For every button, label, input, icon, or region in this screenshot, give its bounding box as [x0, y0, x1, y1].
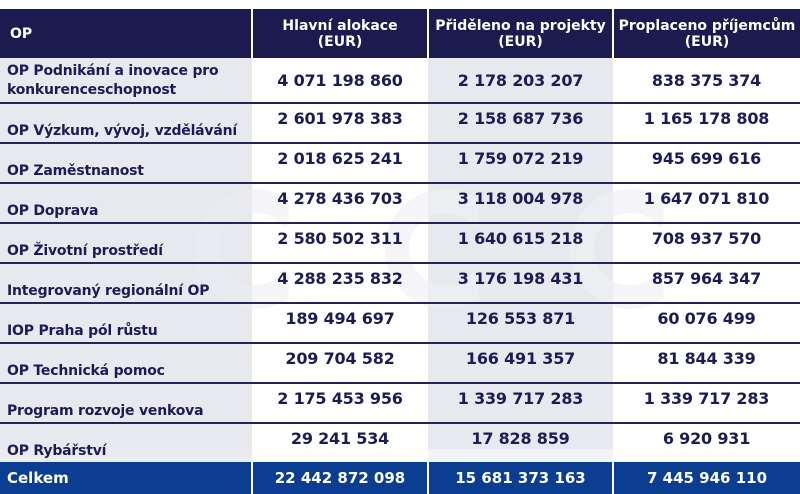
- total-proplaceno: 7 445 946 110: [612, 462, 800, 494]
- total-hlavni-alokace: 22 442 872 098: [251, 462, 428, 494]
- header-proplaceno: Proplaceno příjemcům (EUR): [612, 9, 800, 58]
- prideleno-value: 3 176 198 431: [428, 263, 613, 304]
- prideleno-value: 3 118 004 978: [428, 183, 613, 224]
- op-name: OP Zaměstnanost: [0, 143, 252, 184]
- proplaceno-value: 1 647 071 810: [613, 183, 800, 224]
- op-name: Program rozvoje venkova: [0, 383, 252, 424]
- table-row: OP Rybářství 29 241 534 17 828 859 6 920…: [0, 423, 800, 462]
- prideleno-value: 1 640 615 218: [428, 223, 613, 264]
- table-row: Integrovaný regionální OP 4 288 235 832 …: [0, 263, 800, 304]
- table-row: OP Doprava 4 278 436 703 3 118 004 978 1…: [0, 183, 800, 224]
- total-row: Celkem 22 442 872 098 15 681 373 163 7 4…: [0, 462, 800, 494]
- table-row: IOP Praha pól růstu 189 494 697 126 553 …: [0, 303, 800, 344]
- prideleno-value: 166 491 357: [428, 343, 613, 384]
- hlavni-alokace-value: 4 071 198 860: [252, 58, 428, 104]
- proplaceno-value: 1 165 178 808: [613, 103, 800, 144]
- op-name: OP Výzkum, vývoj, vzdělávání: [0, 103, 252, 144]
- table-row: OP Životní prostředí 2 580 502 311 1 640…: [0, 223, 800, 264]
- hlavni-alokace-value: 189 494 697: [252, 303, 428, 344]
- table-row: OP Výzkum, vývoj, vzdělávání 2 601 978 3…: [0, 103, 800, 144]
- hlavni-alokace-value: 209 704 582: [252, 343, 428, 384]
- proplaceno-value: 81 844 339: [613, 343, 800, 384]
- hlavni-alokace-value: 2 175 453 956: [252, 383, 428, 424]
- header-row: OP Hlavní alokace (EUR) Přiděleno na proj…: [0, 9, 800, 58]
- op-name: Integrovaný regionální OP: [0, 263, 252, 304]
- prideleno-value: 1 339 717 283: [428, 383, 613, 424]
- header-prideleno: Přiděleno na projekty (EUR): [427, 9, 613, 58]
- hlavni-alokace-value: 2 601 978 383: [252, 103, 428, 144]
- table-row: OP Technická pomoc 209 704 582 166 491 3…: [0, 343, 800, 384]
- proplaceno-value: 1 339 717 283: [613, 383, 800, 424]
- prideleno-value: 2 158 687 736: [428, 103, 613, 144]
- allocation-table-container: OP Hlavní alokace (EUR) Přiděleno na proj…: [0, 9, 800, 494]
- header-op: OP: [0, 9, 252, 58]
- prideleno-value: 17 828 859: [428, 423, 613, 462]
- prideleno-value: 126 553 871: [428, 303, 613, 344]
- proplaceno-value: 857 964 347: [613, 263, 800, 304]
- op-name: OP Rybářství: [0, 423, 252, 462]
- op-name: OP Doprava: [0, 183, 252, 224]
- proplaceno-value: 60 076 499: [613, 303, 800, 344]
- prideleno-value: 1 759 072 219: [428, 143, 613, 184]
- hlavni-alokace-value: 2 018 625 241: [252, 143, 428, 184]
- op-name: OP Podnikání a inovace pro konkurencesch…: [0, 58, 252, 104]
- hlavni-alokace-value: 4 288 235 832: [252, 263, 428, 304]
- op-name: OP Životní prostředí: [0, 223, 252, 264]
- total-label: Celkem: [0, 462, 252, 494]
- op-name: OP Technická pomoc: [0, 343, 252, 384]
- hlavni-alokace-value: 4 278 436 703: [252, 183, 428, 224]
- header-hlavni-alokace: Hlavní alokace (EUR): [251, 9, 428, 58]
- hlavni-alokace-value: 2 580 502 311: [252, 223, 428, 264]
- table-row: OP Zaměstnanost 2 018 625 241 1 759 072 …: [0, 143, 800, 184]
- proplaceno-value: 838 375 374: [613, 58, 800, 104]
- total-prideleno: 15 681 373 163: [427, 462, 613, 494]
- proplaceno-value: 708 937 570: [613, 223, 800, 264]
- prideleno-value: 2 178 203 207: [428, 58, 613, 104]
- op-name: IOP Praha pól růstu: [0, 303, 252, 344]
- table-row: Program rozvoje venkova 2 175 453 956 1 …: [0, 383, 800, 424]
- hlavni-alokace-value: 29 241 534: [290, 429, 390, 448]
- table-row: OP Podnikání a inovace pro konkurencesch…: [0, 58, 800, 104]
- proplaceno-value: 6 920 931: [662, 429, 751, 448]
- eu-funds-table: OP Hlavní alokace (EUR) Přiděleno na proj…: [0, 9, 800, 494]
- proplaceno-value: 945 699 616: [613, 143, 800, 184]
